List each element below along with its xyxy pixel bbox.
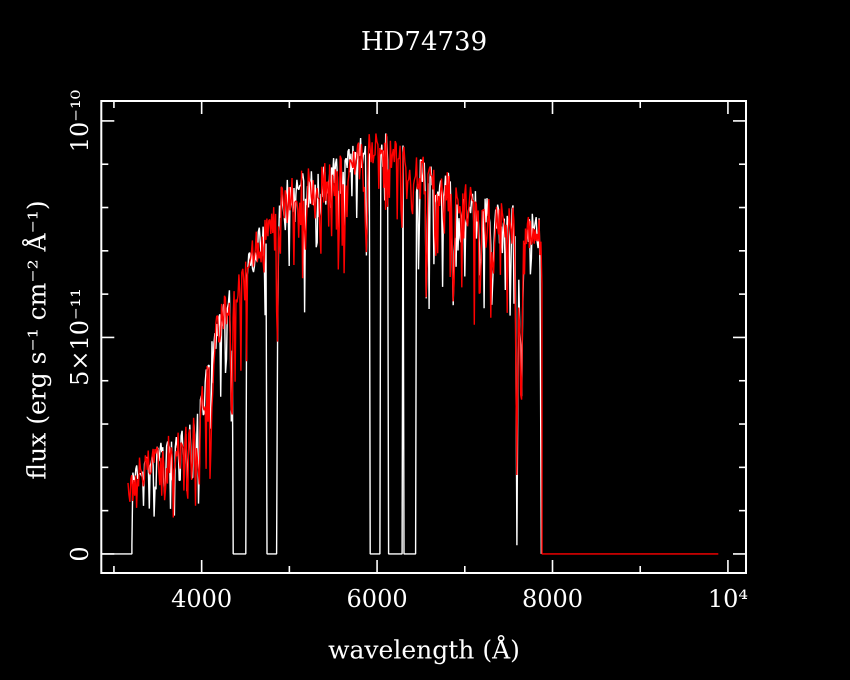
chart-title: HD74739	[360, 27, 488, 57]
y-axis-label: flux (erg s⁻¹ cm⁻² Å⁻¹)	[22, 200, 52, 480]
x-axis-label: wavelength (Å)	[328, 635, 520, 665]
overlay-spectrum-red	[127, 133, 719, 555]
y-tick-label: 0	[66, 546, 94, 562]
y-tick-label: 10⁻¹⁰	[66, 89, 94, 153]
x-tick-label: 10⁴	[707, 585, 749, 613]
x-tick-label: 6000	[346, 585, 408, 613]
observed-spectrum-white	[101, 133, 542, 555]
x-tick-label: 4000	[171, 585, 233, 613]
x-tick-label: 8000	[521, 585, 584, 613]
y-tick-label: 5×10⁻¹¹	[66, 288, 94, 387]
